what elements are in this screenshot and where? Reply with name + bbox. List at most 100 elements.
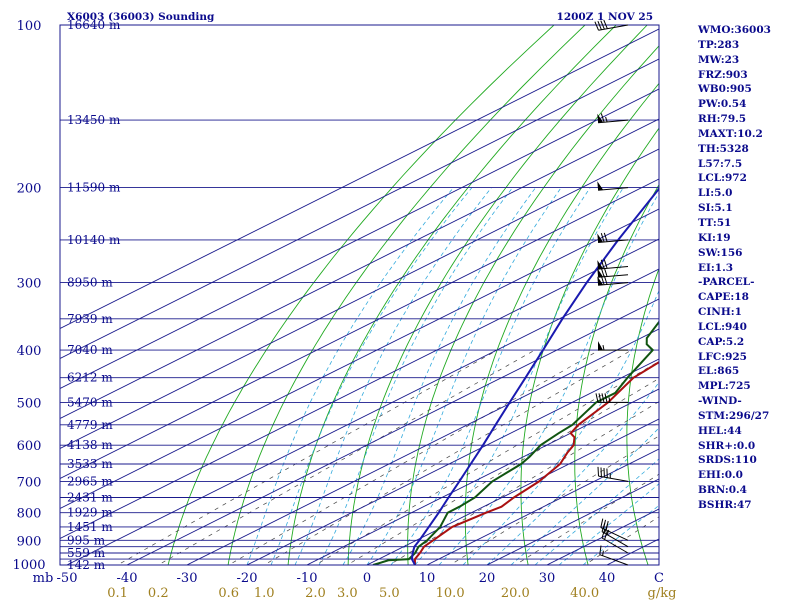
- stat-item: PW:0.54: [698, 98, 747, 111]
- wind-barb: [601, 529, 629, 554]
- wind-barb-staff: [598, 119, 629, 124]
- height-label: 13450 m: [67, 113, 121, 127]
- wind-barb: [597, 181, 629, 191]
- mixing-ratio-line: [449, 435, 659, 565]
- wind-barb-full: [595, 393, 599, 403]
- wind-barb-staff: [598, 274, 629, 278]
- height-label: 4138 m: [67, 438, 113, 452]
- temperature-tick-label: -30: [177, 571, 198, 586]
- wind-barb-staff: [601, 531, 629, 548]
- isotherm: [365, 418, 659, 565]
- height-label: 4779 m: [67, 418, 113, 432]
- pressure-tick-label: 200: [17, 182, 42, 197]
- wind-barb: [600, 518, 629, 541]
- wind-barb-staff: [598, 24, 629, 31]
- temperature-tick-label: 30: [539, 571, 556, 586]
- chart-time: 1200Z 1 NOV 25: [557, 11, 653, 23]
- stat-item: CAP:5.2: [698, 335, 745, 348]
- wind-barb: [599, 545, 629, 566]
- isotherm: [305, 388, 659, 565]
- dry-adiabat: [574, 183, 659, 565]
- mixing-ratio-tick-label: 2.0: [305, 586, 326, 600]
- isotherm: [60, 208, 659, 509]
- mixing-ratio-tick-label: 0.6: [218, 586, 239, 600]
- wind-barb-full: [598, 393, 602, 403]
- wind-barb: [597, 267, 629, 278]
- pressure-tick-label: 600: [17, 439, 42, 454]
- pressure-tick-label: 400: [17, 344, 42, 359]
- wind-barb-half: [605, 116, 608, 123]
- stat-item: CAPE:18: [698, 291, 749, 304]
- wind-barb-half: [608, 397, 611, 403]
- wind-barb-full: [603, 267, 608, 277]
- wind-barb-full: [605, 520, 609, 531]
- stat-item: TH:5328: [698, 142, 749, 155]
- wind-barb: [598, 341, 628, 351]
- wind-barb-flag: [597, 113, 604, 123]
- dewpoint-line: [372, 320, 659, 565]
- dry-adiabat: [520, 127, 659, 565]
- isotherm: [125, 298, 659, 565]
- height-label: 1929 m: [67, 506, 113, 520]
- moist-adiabat: [342, 187, 536, 565]
- height-label: 7939 m: [67, 312, 113, 326]
- mixing-ratio-tick-label: 5.0: [379, 586, 400, 600]
- temperature-tick-label: 0: [363, 571, 371, 586]
- mixing-ratio-tick-label: 10.0: [436, 586, 465, 600]
- stat-item: BSHR:47: [698, 499, 752, 511]
- isotherm: [60, 28, 659, 329]
- wind-barb-full: [603, 259, 608, 269]
- stat-item: -PARCEL-: [698, 276, 755, 289]
- height-label: 5470 m: [67, 395, 113, 409]
- dry-adiabat: [347, 25, 648, 565]
- isotherm: [185, 328, 659, 565]
- wind-barb-full: [597, 21, 602, 30]
- plot-border: [59, 24, 660, 566]
- wind-barb-flag: [597, 276, 604, 286]
- mixing-ratio-tick-label: 20.0: [501, 586, 530, 600]
- stat-item: RH:79.5: [698, 113, 747, 126]
- wind-barb: [597, 466, 629, 482]
- moist-adiabat: [414, 187, 624, 565]
- stat-item: EL:865: [698, 365, 740, 378]
- thermo-grid: [60, 25, 659, 565]
- dry-adiabat: [407, 45, 659, 565]
- height-label: 11590 m: [67, 181, 121, 195]
- isotherm: [60, 148, 659, 449]
- mixing-ratio-unit-label: g/kg: [648, 586, 677, 600]
- wind-barb-full: [600, 518, 604, 528]
- isotherm: [485, 478, 659, 565]
- height-label: 1451 m: [67, 520, 113, 534]
- isotherm: [65, 268, 659, 565]
- pressure-tick-label: 900: [17, 534, 42, 549]
- stat-item: STM:296/27: [698, 409, 770, 422]
- wind-barb-flag: [597, 181, 604, 191]
- wind-barb-staff: [598, 187, 629, 191]
- wind-barb-flag: [597, 260, 604, 270]
- wind-barb-staff: [598, 239, 629, 243]
- isotherm: [60, 178, 659, 479]
- wind-barb-full: [603, 19, 608, 29]
- wind-barb-flag: [597, 268, 604, 278]
- isotherm: [60, 238, 659, 539]
- stats-panel: WMO:36003 TP:283 MW:23 FRZ:903 WB0:905 PW:0.5…: [698, 23, 771, 513]
- stat-item: MW:23: [698, 53, 740, 66]
- wind-barb-staff: [599, 554, 629, 566]
- mixing-ratio-tick-label: 40.0: [570, 586, 599, 600]
- stat-item: CINH:1: [698, 306, 742, 319]
- isotherm: [425, 448, 659, 565]
- wind-barb-full: [599, 545, 602, 555]
- isotherm: [60, 88, 659, 389]
- wind-barb: [594, 19, 629, 31]
- height-label: 2431 m: [67, 491, 113, 505]
- stat-item: EHI:0.0: [698, 469, 743, 482]
- temperature-tick-label: 40: [599, 571, 616, 586]
- wind-barb-full: [604, 530, 608, 540]
- parcel-line: [410, 187, 659, 565]
- pressure-tick-label: 800: [17, 507, 42, 522]
- pressure-tick-label: 300: [17, 277, 42, 292]
- height-label: 142 m: [67, 558, 106, 572]
- wind-barb-full: [600, 113, 605, 123]
- height-label: 8950 m: [67, 276, 113, 290]
- isotherm: [245, 358, 659, 565]
